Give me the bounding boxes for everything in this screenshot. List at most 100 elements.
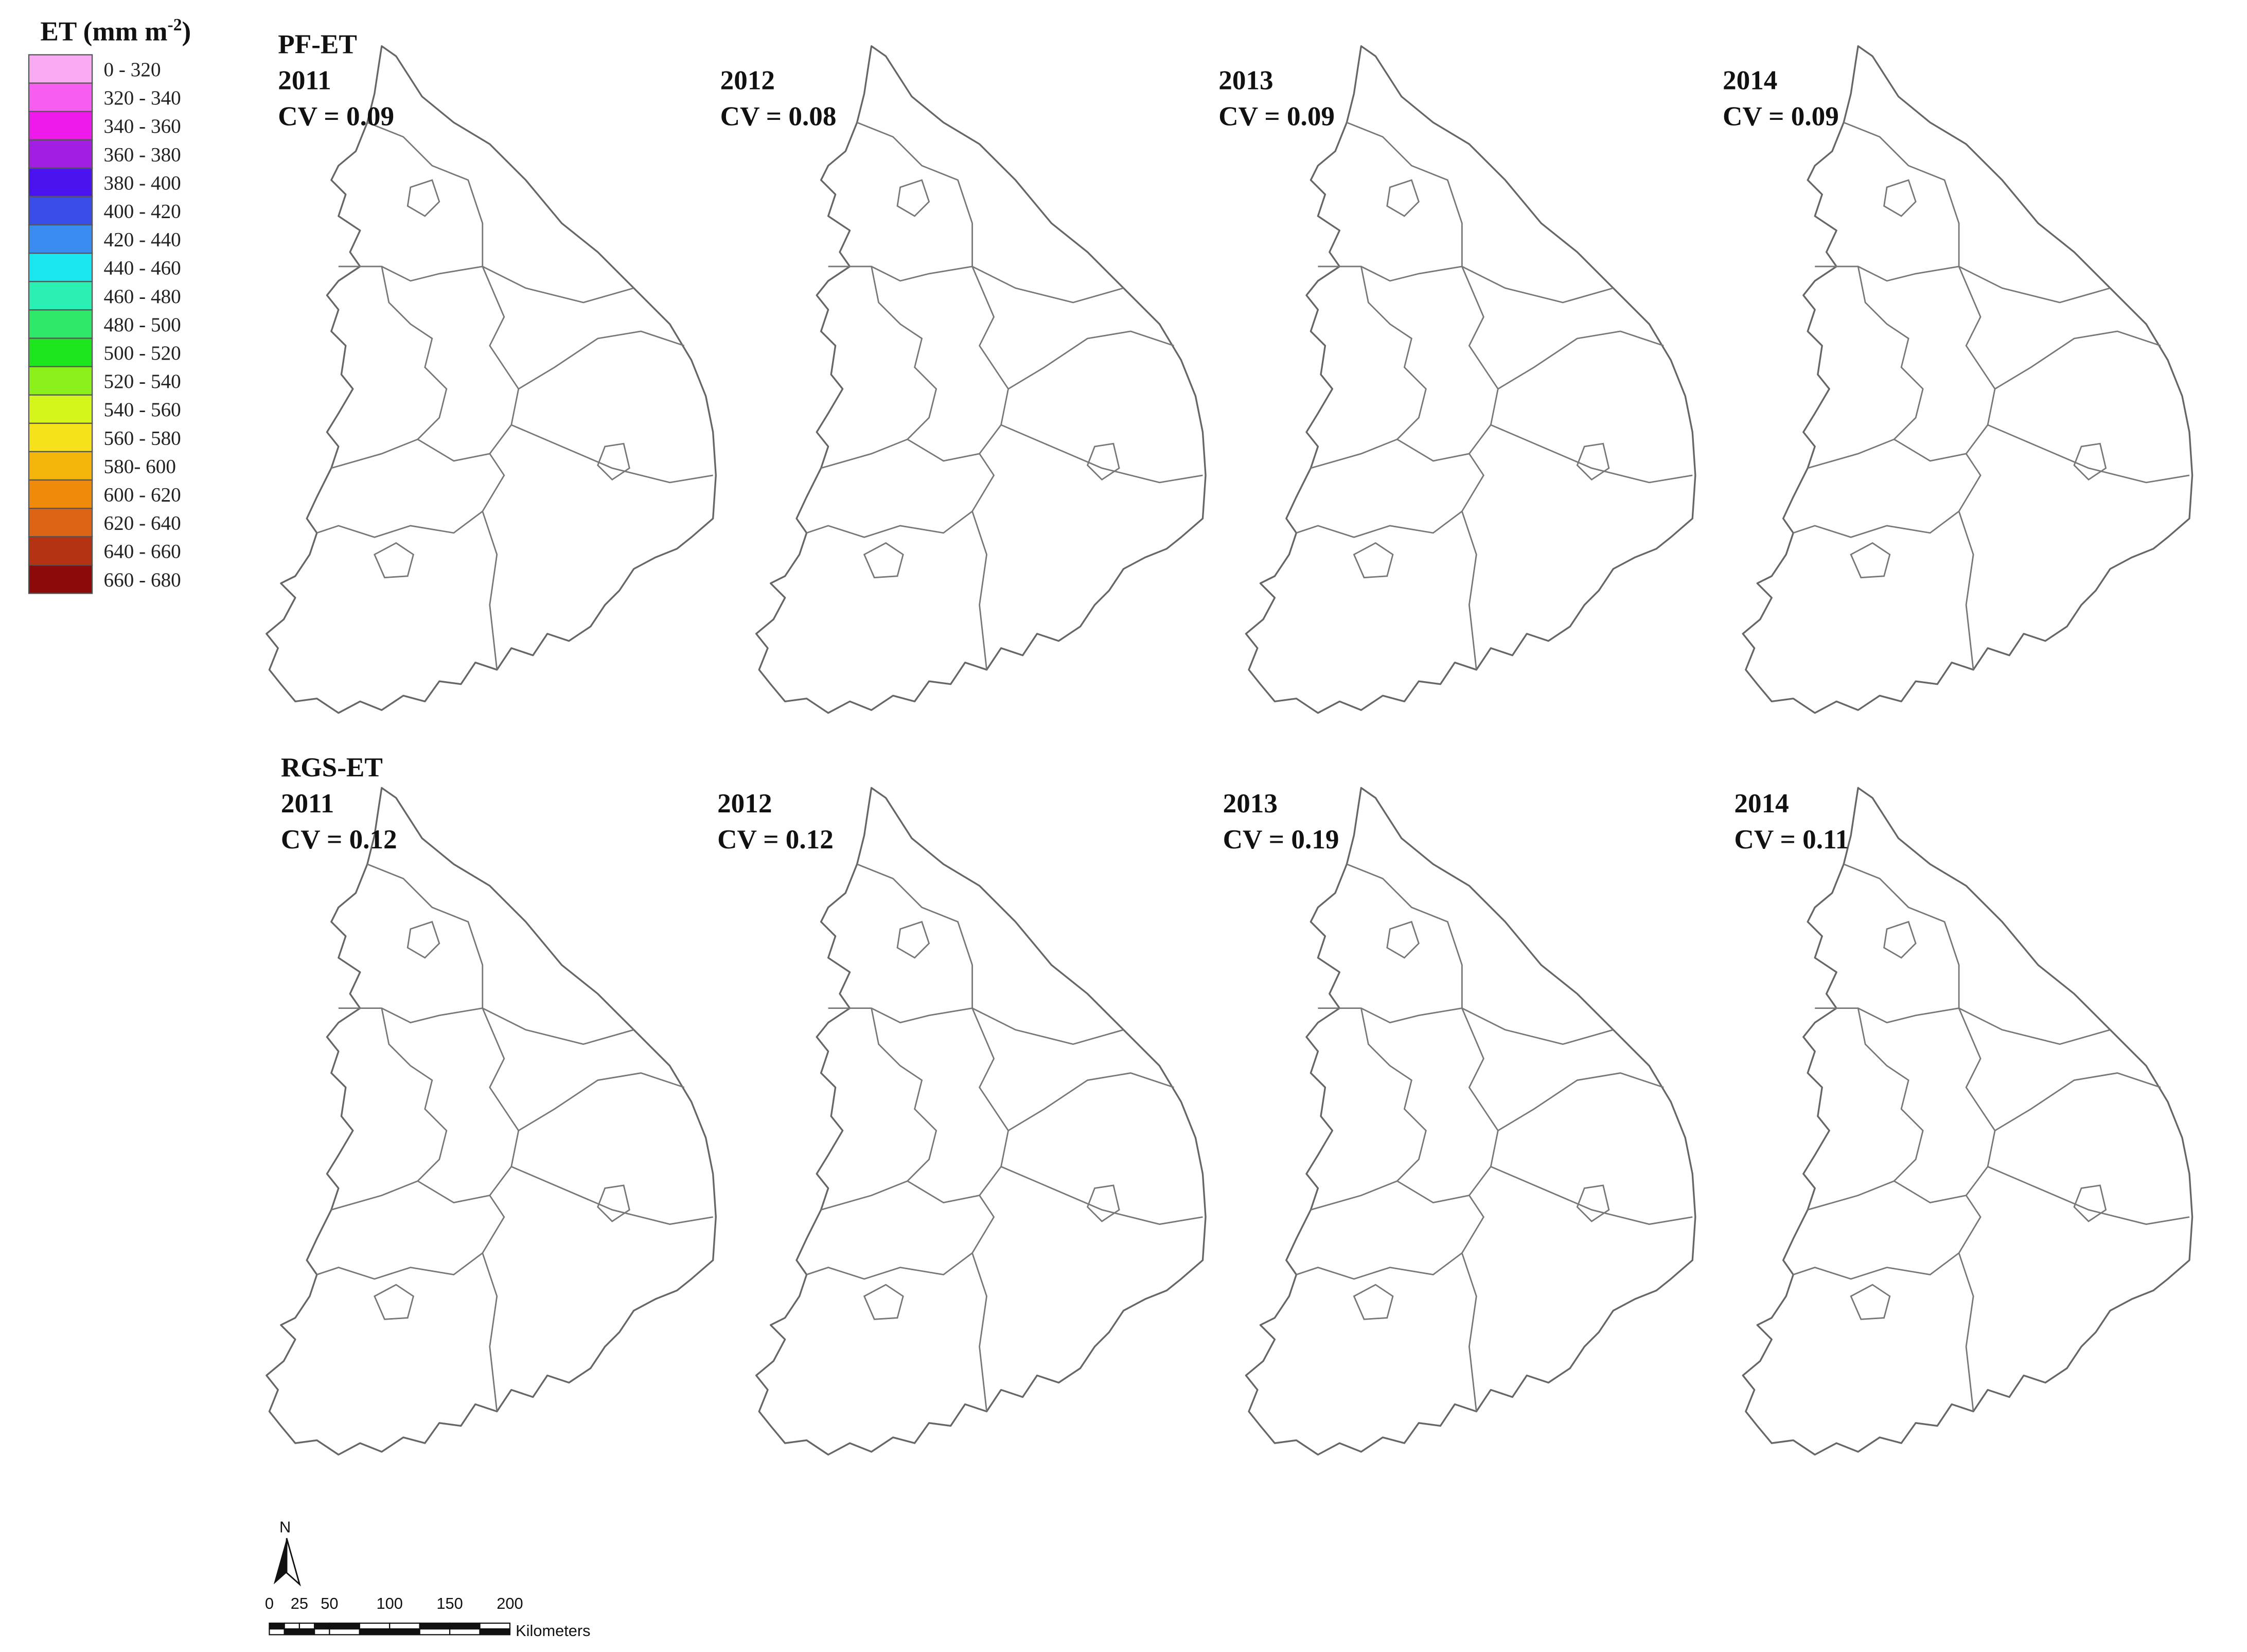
year-label: 2014 bbox=[1723, 65, 1777, 96]
scale-segment bbox=[298, 1628, 315, 1636]
scale-segment bbox=[314, 1628, 330, 1636]
year-label: 2011 bbox=[281, 788, 334, 819]
legend-label: 460 - 480 bbox=[104, 286, 181, 308]
legend-label: 500 - 520 bbox=[104, 342, 181, 364]
scale-segment bbox=[419, 1622, 451, 1630]
legend-title-text: ET (mm m bbox=[40, 16, 167, 46]
korea-map bbox=[1742, 787, 2193, 1456]
legend-swatch bbox=[28, 479, 93, 509]
legend-swatch bbox=[28, 536, 93, 566]
legend-label: 420 - 440 bbox=[104, 229, 181, 251]
year-label: 2011 bbox=[278, 65, 331, 96]
scale-segment bbox=[419, 1628, 451, 1636]
legend-label: 660 - 680 bbox=[104, 569, 181, 591]
scale-segment bbox=[269, 1622, 285, 1630]
cv-label: CV = 0.09 bbox=[1723, 101, 1839, 132]
legend-swatch bbox=[28, 54, 93, 84]
map-panel bbox=[1245, 787, 1696, 1456]
legend-label: 580- 600 bbox=[104, 455, 176, 477]
legend-swatch bbox=[28, 167, 93, 198]
legend-label: 320 - 340 bbox=[104, 87, 181, 109]
group-label: RGS-ET bbox=[281, 752, 383, 783]
map-panel bbox=[266, 787, 717, 1456]
map-panel bbox=[1742, 45, 2193, 714]
legend-swatch bbox=[28, 196, 93, 226]
legend-label: 640 - 660 bbox=[104, 541, 181, 563]
legend-label: 0 - 320 bbox=[104, 59, 161, 81]
korea-map bbox=[755, 45, 1207, 714]
scale-segment bbox=[479, 1628, 511, 1636]
legend-label: 440 - 460 bbox=[104, 257, 181, 279]
legend-swatch bbox=[28, 281, 93, 311]
year-label: 2013 bbox=[1218, 65, 1273, 96]
group-label: PF-ET bbox=[278, 29, 357, 60]
scale-segment bbox=[298, 1622, 315, 1630]
legend-swatch bbox=[28, 111, 93, 140]
scale-segment bbox=[479, 1622, 511, 1630]
scale-segment bbox=[359, 1622, 391, 1630]
north-arrow bbox=[273, 1538, 287, 1585]
scale-tick-label: 100 bbox=[377, 1594, 403, 1612]
scale-tick-label: 25 bbox=[291, 1594, 308, 1612]
legend-label: 620 - 640 bbox=[104, 512, 181, 535]
year-label: 2012 bbox=[717, 788, 772, 819]
legend-swatch bbox=[28, 366, 93, 396]
legend-title-close: ) bbox=[182, 16, 191, 46]
map-panels: PF-ET 2011 CV = 0.09 2012 CV = 0.08 2013 CV = … bbox=[266, 29, 2193, 1456]
map-panel bbox=[266, 45, 717, 714]
korea-map bbox=[266, 787, 717, 1456]
legend-swatch bbox=[28, 253, 93, 282]
cv-label: CV = 0.08 bbox=[720, 101, 837, 132]
legend-label: 380 - 400 bbox=[104, 172, 181, 194]
legend-label: 340 - 360 bbox=[104, 115, 181, 137]
legend-label: 560 - 580 bbox=[104, 427, 181, 449]
legend: ET (mm m-2) 0 - 320 320 - 340 340 - 360 360 … bbox=[28, 15, 191, 594]
legend-swatch bbox=[28, 451, 93, 481]
legend-swatch bbox=[28, 564, 93, 594]
korea-map bbox=[1742, 45, 2193, 714]
year-label: 2014 bbox=[1734, 788, 1789, 819]
legend-label: 480 - 500 bbox=[104, 314, 181, 336]
map-panel bbox=[1245, 45, 1696, 714]
legend-label: 520 - 540 bbox=[104, 370, 181, 393]
legend-title: ET (mm m-2) bbox=[40, 15, 191, 47]
legend-label: 360 - 380 bbox=[104, 144, 181, 166]
legend-swatch bbox=[28, 139, 93, 169]
scale-tick-label: 50 bbox=[321, 1594, 338, 1612]
korea-map bbox=[1245, 45, 1696, 714]
korea-map bbox=[1245, 787, 1696, 1456]
legend-label: 540 - 560 bbox=[104, 399, 181, 421]
scale-segment bbox=[314, 1622, 330, 1630]
scale-unit: Kilometers bbox=[516, 1622, 590, 1640]
legend-swatch bbox=[28, 224, 93, 254]
year-label: 2013 bbox=[1223, 788, 1278, 819]
scale-segment bbox=[389, 1622, 420, 1630]
legend-swatch bbox=[28, 82, 93, 112]
korea-map bbox=[755, 787, 1207, 1456]
scale-tick-label: 150 bbox=[436, 1594, 463, 1612]
north-label: N bbox=[279, 1518, 291, 1536]
legend-swatch bbox=[28, 507, 93, 538]
legend-swatch bbox=[28, 394, 93, 424]
korea-map bbox=[266, 45, 717, 714]
scale-segment bbox=[269, 1628, 285, 1636]
scale-segment bbox=[329, 1628, 360, 1636]
scale-bar: N 0 25 50 100 150 200 Kilometers bbox=[265, 1518, 591, 1640]
cv-label: CV = 0.12 bbox=[717, 824, 834, 855]
map-panel bbox=[755, 45, 1207, 714]
map-panel bbox=[755, 787, 1207, 1456]
cv-label: CV = 0.09 bbox=[278, 101, 394, 132]
legend-swatch bbox=[28, 337, 93, 367]
scale-segment bbox=[284, 1622, 300, 1630]
cv-label: CV = 0.19 bbox=[1223, 824, 1339, 855]
scale-segment bbox=[329, 1622, 360, 1630]
north-arrow bbox=[286, 1538, 301, 1587]
map-panel bbox=[1742, 787, 2193, 1456]
scale-segment bbox=[449, 1622, 481, 1630]
legend-swatch bbox=[28, 422, 93, 453]
scale-segment bbox=[449, 1628, 481, 1636]
scale-segment bbox=[389, 1628, 420, 1636]
legend-label: 600 - 620 bbox=[104, 484, 181, 506]
